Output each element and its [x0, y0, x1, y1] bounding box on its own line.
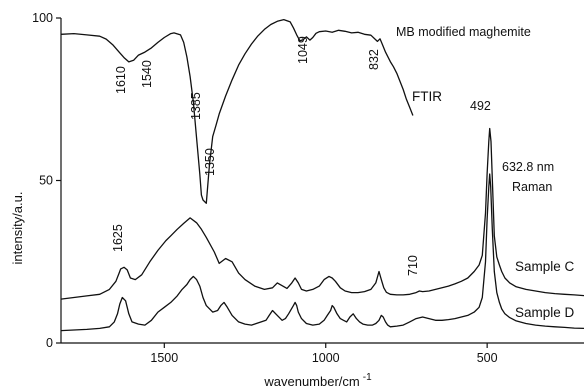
peak-label-1540: 1540: [140, 60, 154, 88]
series-line-ftir: [60, 18, 414, 204]
ftir-label: FTIR: [412, 89, 442, 104]
series-line-sample-d: [60, 173, 584, 332]
peak-label-1625: 1625: [111, 224, 125, 252]
series-layer: [60, 18, 584, 332]
series-label-sample-c: Sample C: [515, 259, 575, 274]
raman-label: Raman: [512, 180, 552, 194]
peak-label-710: 710: [406, 255, 420, 276]
peak-label-1350: 1350: [203, 148, 217, 176]
y-tick-label: 0: [46, 336, 53, 350]
annotations: MB modified maghemite FTIR 632.8 nm Rama…: [111, 25, 575, 320]
peak-label-832: 832: [367, 49, 381, 70]
y-tick-label: 50: [39, 174, 53, 188]
peak-label-1385: 1385: [189, 92, 203, 120]
peak-label-492: 492: [470, 99, 491, 113]
y-axis-title: intensity/a.u.: [10, 192, 25, 265]
x-axis-title-main: wavenumber/cm: [263, 374, 359, 389]
peak-label-1610: 1610: [114, 66, 128, 94]
x-tick-label: 1500: [150, 351, 178, 365]
laser-line-label: 632.8 nm: [502, 160, 554, 174]
peak-label-1049: 1049: [296, 36, 310, 64]
x-axis-title: wavenumber/cm -1: [263, 372, 372, 389]
axis-ticks: 1500 1000 500 0 50 100: [32, 11, 497, 365]
x-axis-title-superscript: -1: [363, 372, 372, 383]
series-line-sample-c: [60, 127, 584, 300]
sample-title: MB modified maghemite: [396, 25, 531, 39]
series-label-sample-d: Sample D: [515, 305, 575, 320]
x-tick-label: 1000: [312, 351, 340, 365]
y-tick-label: 100: [32, 11, 53, 25]
x-tick-label: 500: [477, 351, 498, 365]
